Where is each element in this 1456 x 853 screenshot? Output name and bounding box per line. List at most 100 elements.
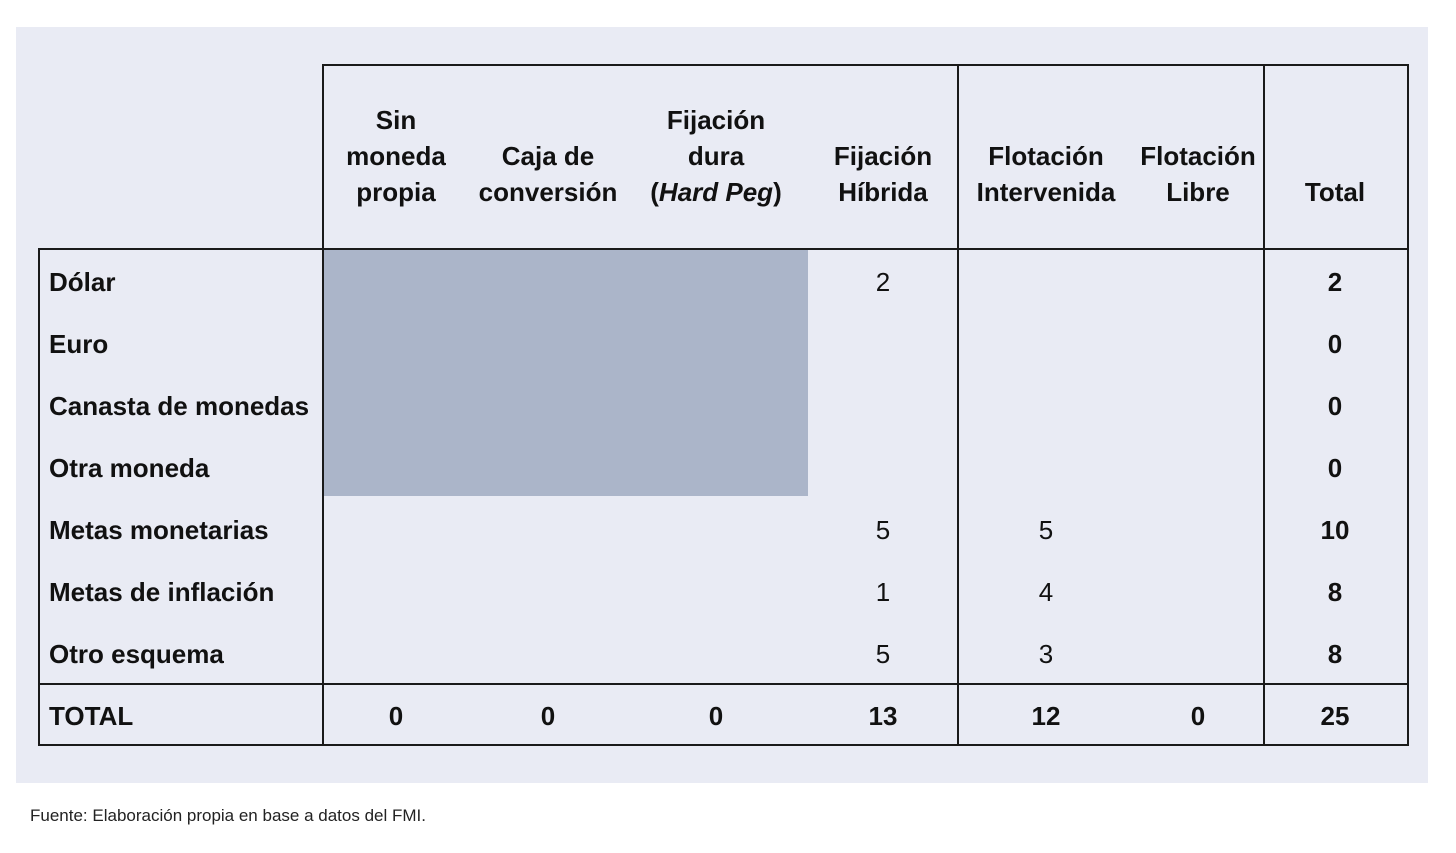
table-cell (498, 510, 598, 550)
table-cell (346, 386, 446, 426)
table-cell (346, 572, 446, 612)
total-column-divider (1263, 64, 1265, 746)
table-cell (1148, 324, 1248, 364)
hybrid-float-divider (957, 64, 959, 746)
column-header-line: Libre (1166, 177, 1230, 207)
column-header-sin-moneda-propia: Sin moneda propia (326, 105, 466, 210)
table-cell (833, 386, 933, 426)
paren-close: ) (773, 177, 782, 207)
column-header-line: Híbrida (838, 177, 928, 207)
table-cell (666, 510, 766, 550)
column-header-italic: Hard Peg (658, 177, 774, 207)
table-cell (996, 262, 1096, 302)
table-cell (346, 262, 446, 302)
table-cell: 0 (1327, 453, 1343, 483)
table-cell (666, 572, 766, 612)
row-label: TOTAL (49, 701, 134, 731)
right-border (1407, 64, 1409, 746)
row-label: Otro esquema (49, 639, 224, 669)
table-cell: 2 (1327, 267, 1343, 297)
column-header-line: Flotación (1140, 141, 1256, 171)
table-cell (666, 386, 766, 426)
table-cell (346, 448, 446, 488)
column-header-line: Fijación (666, 105, 766, 135)
table-cell: 0 (1327, 391, 1343, 421)
column-header-line: Sin (375, 105, 417, 135)
column-header-line: Intervenida (976, 177, 1116, 207)
table-cell: 0 (1190, 701, 1206, 731)
column-header-line: Total (1304, 177, 1366, 207)
column-header-fijacion-dura: Fijación dura (Hard Peg) (631, 105, 801, 210)
column-header-line: Caja de (501, 141, 595, 171)
table-cell (996, 324, 1096, 364)
column-header-line: (Hard Peg) (650, 174, 782, 210)
table-cell (1148, 634, 1248, 674)
row-label: Metas de inflación (49, 577, 275, 607)
table-bottom-border (38, 744, 1409, 746)
table-cell: 13 (868, 701, 898, 731)
table-cell: 2 (875, 267, 891, 297)
left-border (38, 248, 40, 746)
table-cell (1148, 448, 1248, 488)
header-bottom-border (38, 248, 1409, 250)
table-cell (498, 448, 598, 488)
table-cell: 5 (875, 639, 891, 669)
table-cell (346, 510, 446, 550)
label-column-divider (322, 64, 324, 746)
column-header-line: propia (356, 177, 436, 207)
table-cell (498, 262, 598, 302)
total-row-top-border (38, 683, 1409, 685)
table-cell (346, 324, 446, 364)
column-header-fijacion-hibrida: Fijación Híbrida (813, 106, 953, 210)
not-applicable-shaded-block (323, 250, 808, 496)
column-header-line: dura (687, 141, 745, 171)
table-cell: 5 (1038, 515, 1054, 545)
row-label: Euro (49, 329, 109, 359)
table-cell: 0 (540, 701, 556, 731)
table-cell (1148, 510, 1248, 550)
table-cell: 10 (1320, 515, 1350, 545)
table-cell (1148, 386, 1248, 426)
table-cell (346, 634, 446, 674)
table-cell: 1 (875, 577, 891, 607)
table-cell: 0 (1327, 329, 1343, 359)
source-footnote: Fuente: Elaboración propia en base a dat… (30, 806, 426, 825)
table-cell (833, 448, 933, 488)
table-cell: 25 (1320, 701, 1350, 731)
column-header-caja-de-conversion: Caja de conversión (468, 106, 628, 210)
column-header-line: conversión (478, 177, 618, 207)
table-cell: 5 (875, 515, 891, 545)
table-cell: 4 (1038, 577, 1054, 607)
row-label: Otra moneda (49, 453, 210, 483)
column-header-flotacion-libre: Flotación Libre (1133, 106, 1263, 210)
table-cell (1148, 262, 1248, 302)
row-label: Dólar (49, 267, 116, 297)
column-header-line: Flotación (988, 141, 1104, 171)
table-cell (498, 572, 598, 612)
table-cell (666, 634, 766, 674)
table-cell: 8 (1327, 577, 1343, 607)
table-cell: 0 (388, 701, 404, 731)
paren-open: ( (650, 177, 659, 207)
table-cell (996, 448, 1096, 488)
column-header-line: moneda (346, 141, 446, 171)
table-cell (833, 324, 933, 364)
table-cell: 8 (1327, 639, 1343, 669)
table-cell (1148, 572, 1248, 612)
table-cell (666, 448, 766, 488)
column-header-total: Total (1265, 106, 1405, 210)
table-cell (666, 324, 766, 364)
table-cell (498, 386, 598, 426)
row-label: Canasta de monedas (49, 391, 310, 421)
table-cell: 0 (708, 701, 724, 731)
table-cell (996, 386, 1096, 426)
column-header-flotacion-intervenida: Flotación Intervenida (961, 106, 1131, 210)
table-cell: 12 (1031, 701, 1061, 731)
header-top-border (322, 64, 1409, 66)
row-label: Metas monetarias (49, 515, 269, 545)
table-cell (666, 262, 766, 302)
table-cell: 3 (1038, 639, 1054, 669)
table-cell (498, 324, 598, 364)
table-cell (498, 634, 598, 674)
column-header-line: Fijación (833, 141, 933, 171)
